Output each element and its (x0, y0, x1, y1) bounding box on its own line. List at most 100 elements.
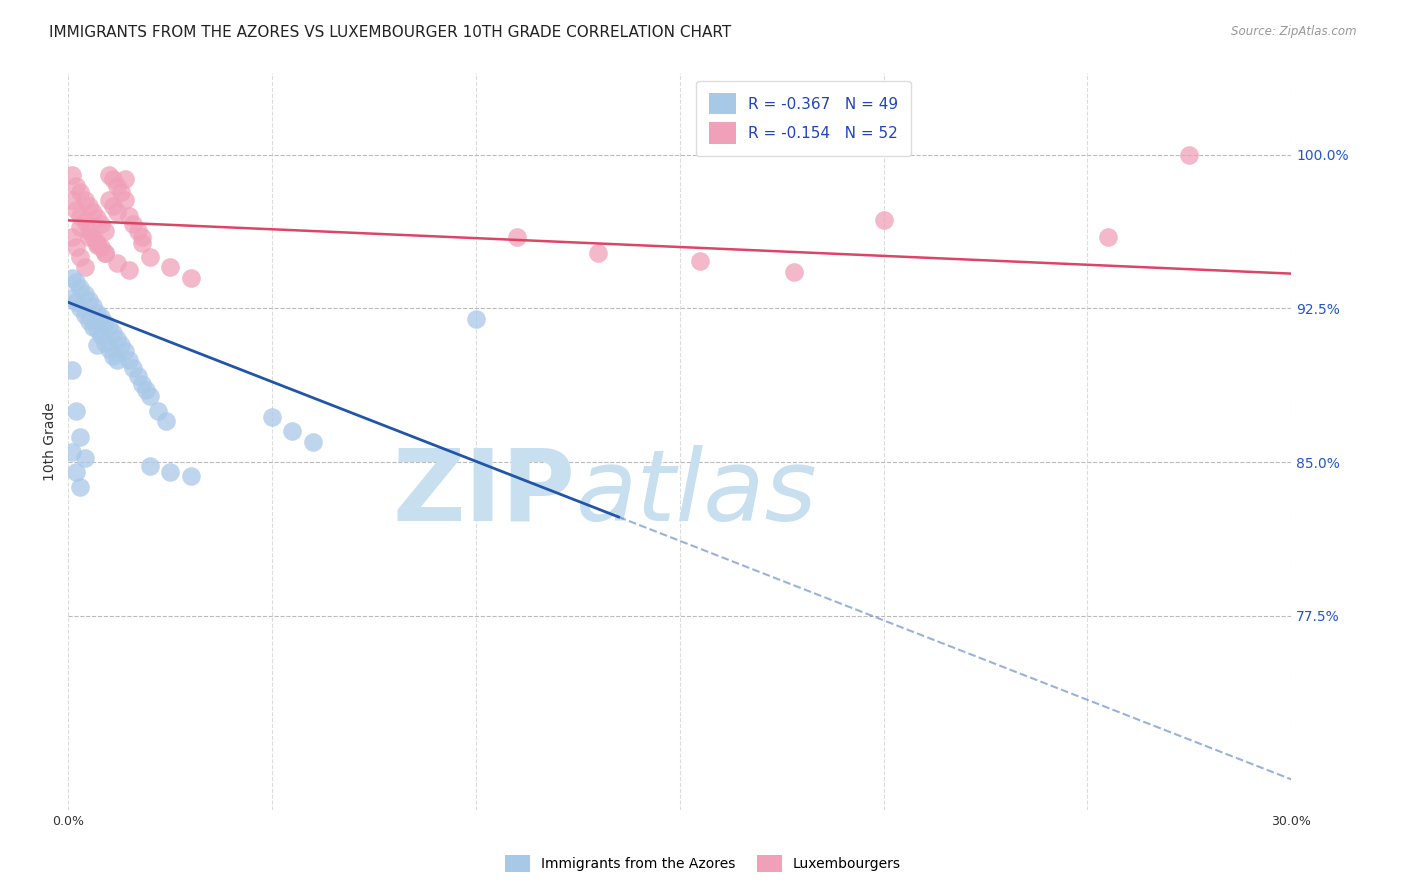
Point (105, 332, 128, 346)
Point (73, 308, 96, 322)
Legend: R = -0.367   N = 49, R = -0.154   N = 52: R = -0.367 N = 49, R = -0.154 N = 52 (696, 80, 911, 156)
Text: Source: ZipAtlas.com: Source: ZipAtlas.com (1232, 25, 1357, 38)
Point (82, 299, 104, 313)
Point (73, 287, 96, 301)
Point (73, 193, 96, 207)
Point (90, 328, 112, 343)
Point (65, 203, 87, 218)
Point (872, 213, 894, 227)
Point (65, 275, 87, 289)
Point (90, 310, 112, 324)
Point (118, 262, 141, 277)
Point (90, 218, 112, 232)
Point (159, 260, 181, 275)
Point (139, 250, 162, 264)
Point (110, 185, 132, 199)
Point (1178, 148, 1201, 162)
Point (94, 316, 117, 330)
Point (159, 465, 181, 479)
Point (139, 389, 162, 403)
Point (77, 199, 100, 213)
Point (783, 264, 806, 278)
Point (114, 172, 136, 186)
Point (118, 209, 141, 223)
Point (465, 311, 488, 326)
Point (86, 338, 108, 352)
Point (139, 459, 162, 474)
Point (101, 349, 124, 363)
Point (65, 240, 87, 254)
Point (122, 360, 145, 375)
Point (135, 384, 157, 398)
Point (586, 246, 609, 260)
Point (122, 218, 145, 232)
Point (77, 229, 100, 244)
Point (73, 260, 96, 275)
Point (94, 246, 117, 260)
Point (65, 295, 87, 310)
Point (105, 205, 128, 219)
Point (69, 281, 91, 295)
Text: atlas: atlas (576, 444, 817, 541)
Point (94, 336, 117, 351)
Point (73, 450, 96, 465)
Point (69, 430, 91, 444)
Point (60, 193, 83, 207)
Point (60, 229, 83, 244)
Point (77, 314, 100, 328)
Point (86, 238, 108, 252)
Point (86, 322, 108, 336)
Point (82, 229, 104, 244)
Point (146, 404, 169, 418)
Point (98, 169, 121, 183)
Point (127, 369, 149, 384)
Point (65, 465, 87, 479)
Point (105, 352, 128, 367)
Point (180, 469, 202, 483)
Text: IMMIGRANTS FROM THE AZORES VS LUXEMBOURGER 10TH GRADE CORRELATION CHART: IMMIGRANTS FROM THE AZORES VS LUXEMBOURG… (49, 25, 731, 40)
Point (60, 444, 83, 458)
Point (73, 215, 96, 229)
Point (69, 479, 91, 493)
Point (86, 305, 108, 319)
Point (65, 404, 87, 418)
Y-axis label: 10th Grade: 10th Grade (44, 402, 58, 481)
Point (302, 434, 325, 449)
Point (69, 250, 91, 264)
Point (82, 205, 104, 219)
Point (94, 246, 117, 260)
Point (101, 199, 124, 213)
Point (127, 224, 149, 238)
Point (90, 240, 112, 254)
Point (1097, 229, 1119, 244)
Point (180, 270, 202, 285)
Point (69, 209, 91, 223)
Point (110, 338, 132, 352)
Point (131, 235, 153, 250)
Point (94, 224, 117, 238)
Point (69, 219, 91, 234)
Text: ZIP: ZIP (392, 444, 576, 541)
Point (118, 352, 141, 367)
Point (82, 319, 104, 334)
Point (77, 224, 100, 238)
Point (131, 377, 153, 392)
Legend: Immigrants from the Azores, Luxembourgers: Immigrants from the Azores, Luxembourger… (499, 850, 907, 878)
Point (77, 293, 100, 308)
Point (105, 178, 128, 193)
Point (86, 235, 108, 250)
Point (262, 409, 284, 424)
Point (69, 185, 91, 199)
Point (60, 169, 83, 183)
Point (98, 343, 121, 357)
Point (101, 326, 124, 340)
Point (114, 344, 136, 359)
Point (689, 254, 711, 268)
Point (131, 229, 153, 244)
Point (98, 193, 121, 207)
Point (86, 211, 108, 226)
Point (281, 425, 304, 439)
Point (98, 319, 121, 334)
Point (505, 229, 527, 244)
Point (60, 270, 83, 285)
